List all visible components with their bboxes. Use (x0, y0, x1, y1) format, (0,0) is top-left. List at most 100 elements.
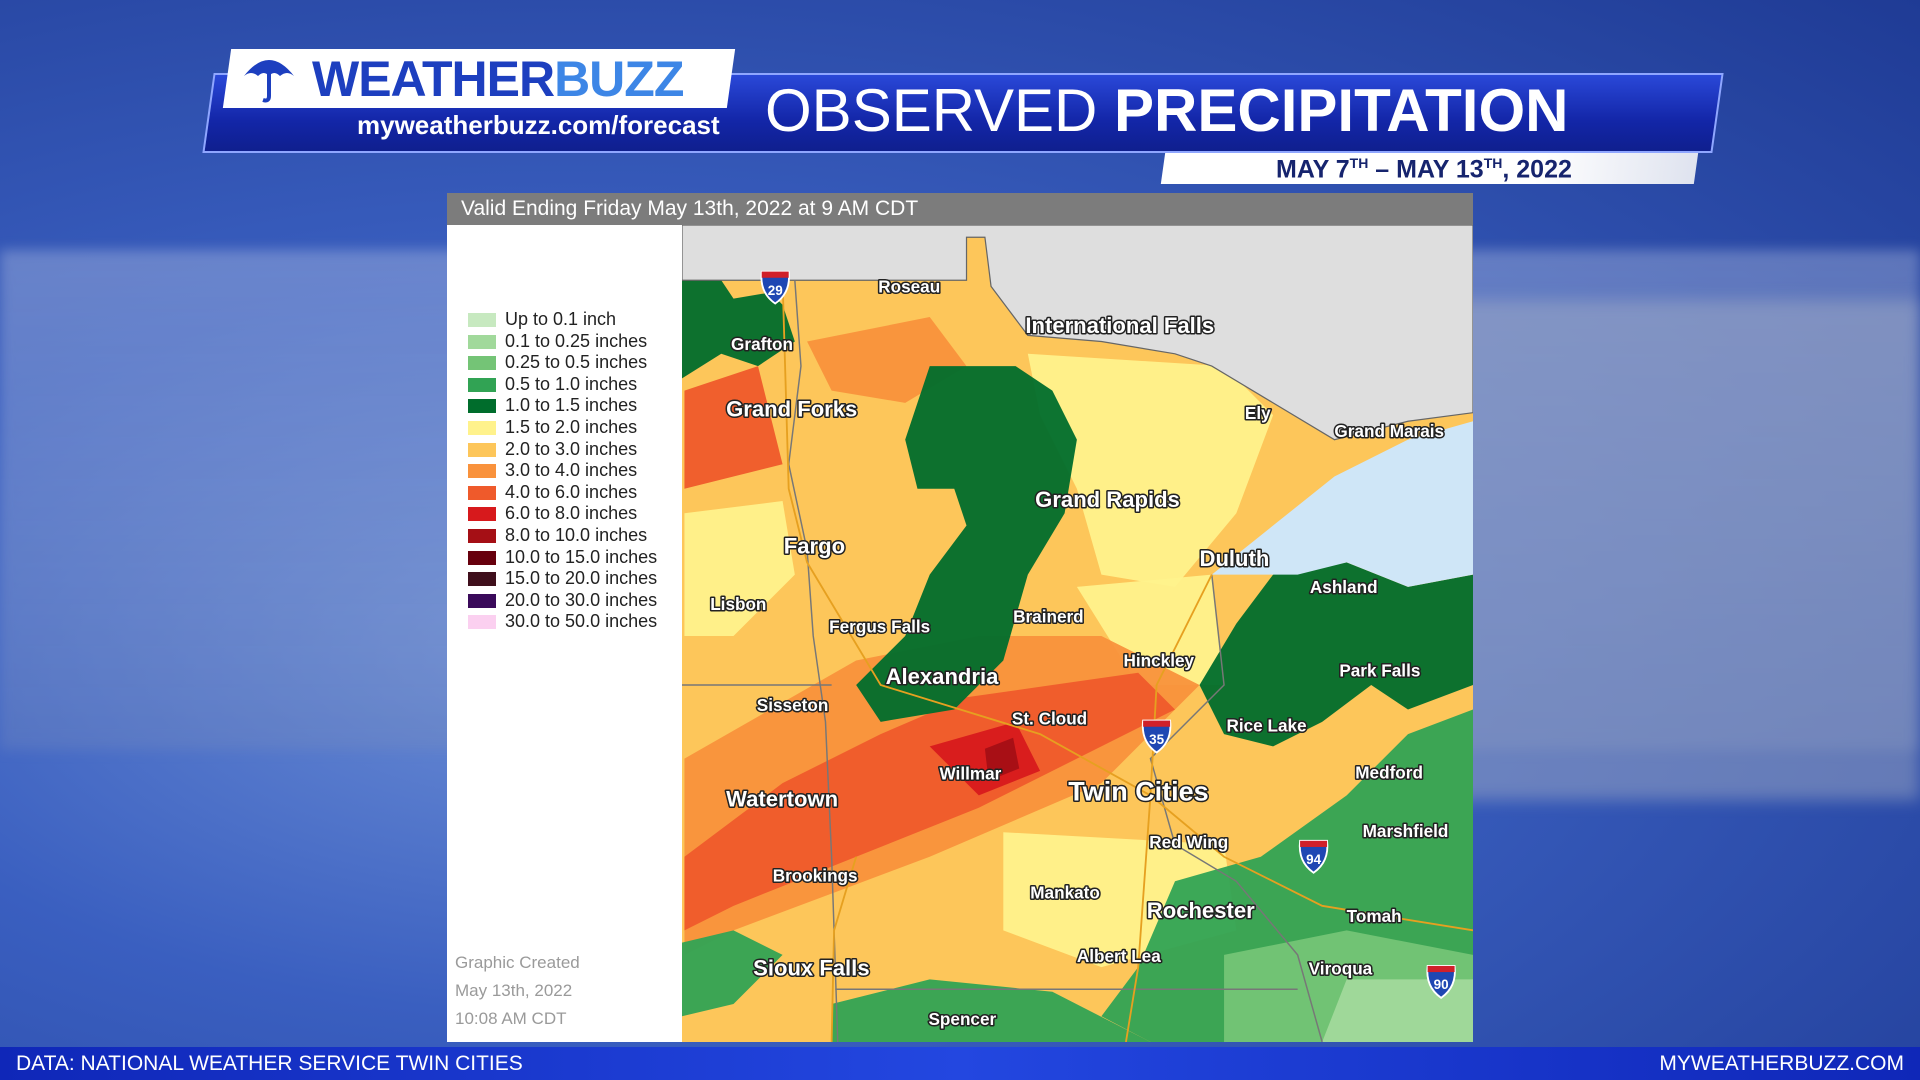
legend-swatch (468, 442, 496, 457)
city-label: Willmar (940, 763, 1002, 783)
valid-header: Valid Ending Friday May 13th, 2022 at 9 … (447, 193, 1473, 225)
precip-area (831, 979, 1151, 1042)
legend-swatch (468, 593, 496, 608)
city-label: Fargo (784, 534, 845, 559)
city-label: Alexandria (886, 664, 1000, 689)
city-label: Grand Marais (1334, 421, 1444, 441)
legend-label: 0.1 to 0.25 inches (505, 330, 648, 351)
legend: Up to 0.1 inch 0.1 to 0.25 inches 0.25 to … (447, 225, 682, 1042)
city-label: Grand Rapids (1035, 487, 1180, 512)
precip-area (1076, 574, 1225, 686)
city-label: Mankato (1030, 882, 1100, 902)
date-part: , 2022 (1502, 155, 1572, 184)
city-label: Duluth (1200, 546, 1270, 571)
legend-label: Up to 0.1 inch (505, 309, 617, 329)
city-label: Grand Forks (726, 396, 857, 421)
legend-label: 1.5 to 2.0 inches (505, 417, 638, 437)
interstate-number: 35 (1149, 732, 1164, 747)
created-text: Graphic Created (455, 953, 580, 972)
interstate-shield (760, 270, 790, 305)
city-label: Lisbon (710, 594, 766, 614)
legend-swatch (468, 334, 496, 349)
date-part: MAY 7 (1276, 155, 1350, 184)
interstate (781, 280, 1473, 932)
city-label: Red Wing (1149, 832, 1228, 852)
legend-label: 0.25 to 0.5 inches (505, 352, 648, 373)
legend-swatch (468, 529, 496, 543)
legend-swatch (468, 356, 496, 371)
precip-area (1322, 979, 1473, 1042)
city-label: Ely (1245, 403, 1271, 423)
precip-area (682, 280, 795, 379)
precip-area (1199, 562, 1473, 747)
city-label: Fergus Falls (829, 616, 930, 636)
state-border (1149, 574, 1323, 1042)
precip-area (1027, 353, 1274, 587)
date-sup: TH (1349, 155, 1369, 171)
canada (682, 225, 1473, 441)
legend-label: 4.0 to 6.0 inches (505, 481, 638, 502)
city-label: Albert Lea (1077, 946, 1161, 966)
state-border (787, 280, 839, 1042)
city-label: International Falls (1025, 313, 1214, 338)
legend-swatch (468, 507, 496, 522)
title: OBSERVED PRECIPITATION (765, 76, 1568, 145)
legend-swatch (468, 464, 496, 479)
city-label: Sisseton (757, 695, 829, 715)
city-label: Rochester (1147, 898, 1255, 923)
shield-top (1427, 965, 1455, 973)
interstate-number: 90 (1434, 977, 1449, 992)
shield-top (1143, 720, 1171, 727)
legend-swatch (468, 421, 496, 435)
city-label: Hinckley (1123, 651, 1194, 671)
legend-label: 20.0 to 30.0 inches (505, 589, 658, 610)
footer-source: DATA: NATIONAL WEATHER SERVICE TWIN CITI… (16, 1052, 523, 1075)
legend-label: 30.0 to 50.0 inches (505, 611, 658, 632)
city-label: Viroqua (1309, 959, 1373, 979)
interstate-number: 29 (768, 283, 783, 298)
legend-label: 0.5 to 1.0 inches (505, 373, 638, 394)
lake-superior (1211, 421, 1473, 587)
map: Roseau Grafton International Falls Grand Fo… (682, 225, 1473, 1042)
legend-swatch (468, 572, 496, 587)
city-label: Park Falls (1339, 660, 1420, 680)
interstate (1149, 574, 1213, 796)
created-text: May 13th, 2022 (455, 981, 573, 1000)
umbrella-icon (244, 60, 294, 103)
background (1450, 300, 1920, 800)
precip-area (682, 930, 783, 1017)
city-label: Sioux Falls (753, 956, 869, 981)
interstate-shield (1141, 719, 1172, 754)
created-text: 10:08 AM CDT (455, 1009, 567, 1028)
legend-swatch (468, 615, 496, 630)
date-part: – MAY 13 (1375, 155, 1484, 184)
brand-second: BUZZ (554, 51, 684, 107)
legend-swatch (468, 399, 496, 414)
title-bold: PRECIPITATION (1114, 77, 1569, 144)
brand-first: WEATHER (312, 51, 555, 107)
city-label: Medford (1355, 762, 1423, 782)
legend-swatch (468, 485, 496, 500)
precip-area (684, 672, 1175, 931)
city-label: Roseau (878, 276, 940, 296)
precip-area (856, 366, 1077, 722)
interstate (1125, 795, 1152, 1042)
map-panel: Valid Ending Friday May 13th, 2022 at 9 … (447, 193, 1473, 1042)
legend-swatch (468, 550, 496, 565)
interstate-shield (1298, 839, 1329, 874)
city-label: Tomah (1347, 906, 1402, 926)
date-sup: TH (1483, 155, 1503, 171)
city-label: Spencer (928, 1009, 996, 1029)
footer-site: MYWEATHERBUZZ.COM (1659, 1052, 1904, 1075)
legend-label: 8.0 to 10.0 inches (505, 525, 648, 545)
brand: WEATHERBUZZ (312, 50, 684, 108)
legend-label: 15.0 to 20.0 inches (505, 568, 658, 589)
legend-swatch (468, 377, 496, 392)
city-label: Brainerd (1013, 606, 1084, 626)
legend-swatch (468, 313, 496, 327)
legend-label: 2.0 to 3.0 inches (505, 438, 638, 459)
title-light: OBSERVED (765, 77, 1098, 144)
legend-label: 3.0 to 4.0 inches (505, 460, 638, 481)
interstate-shield (1426, 965, 1456, 999)
